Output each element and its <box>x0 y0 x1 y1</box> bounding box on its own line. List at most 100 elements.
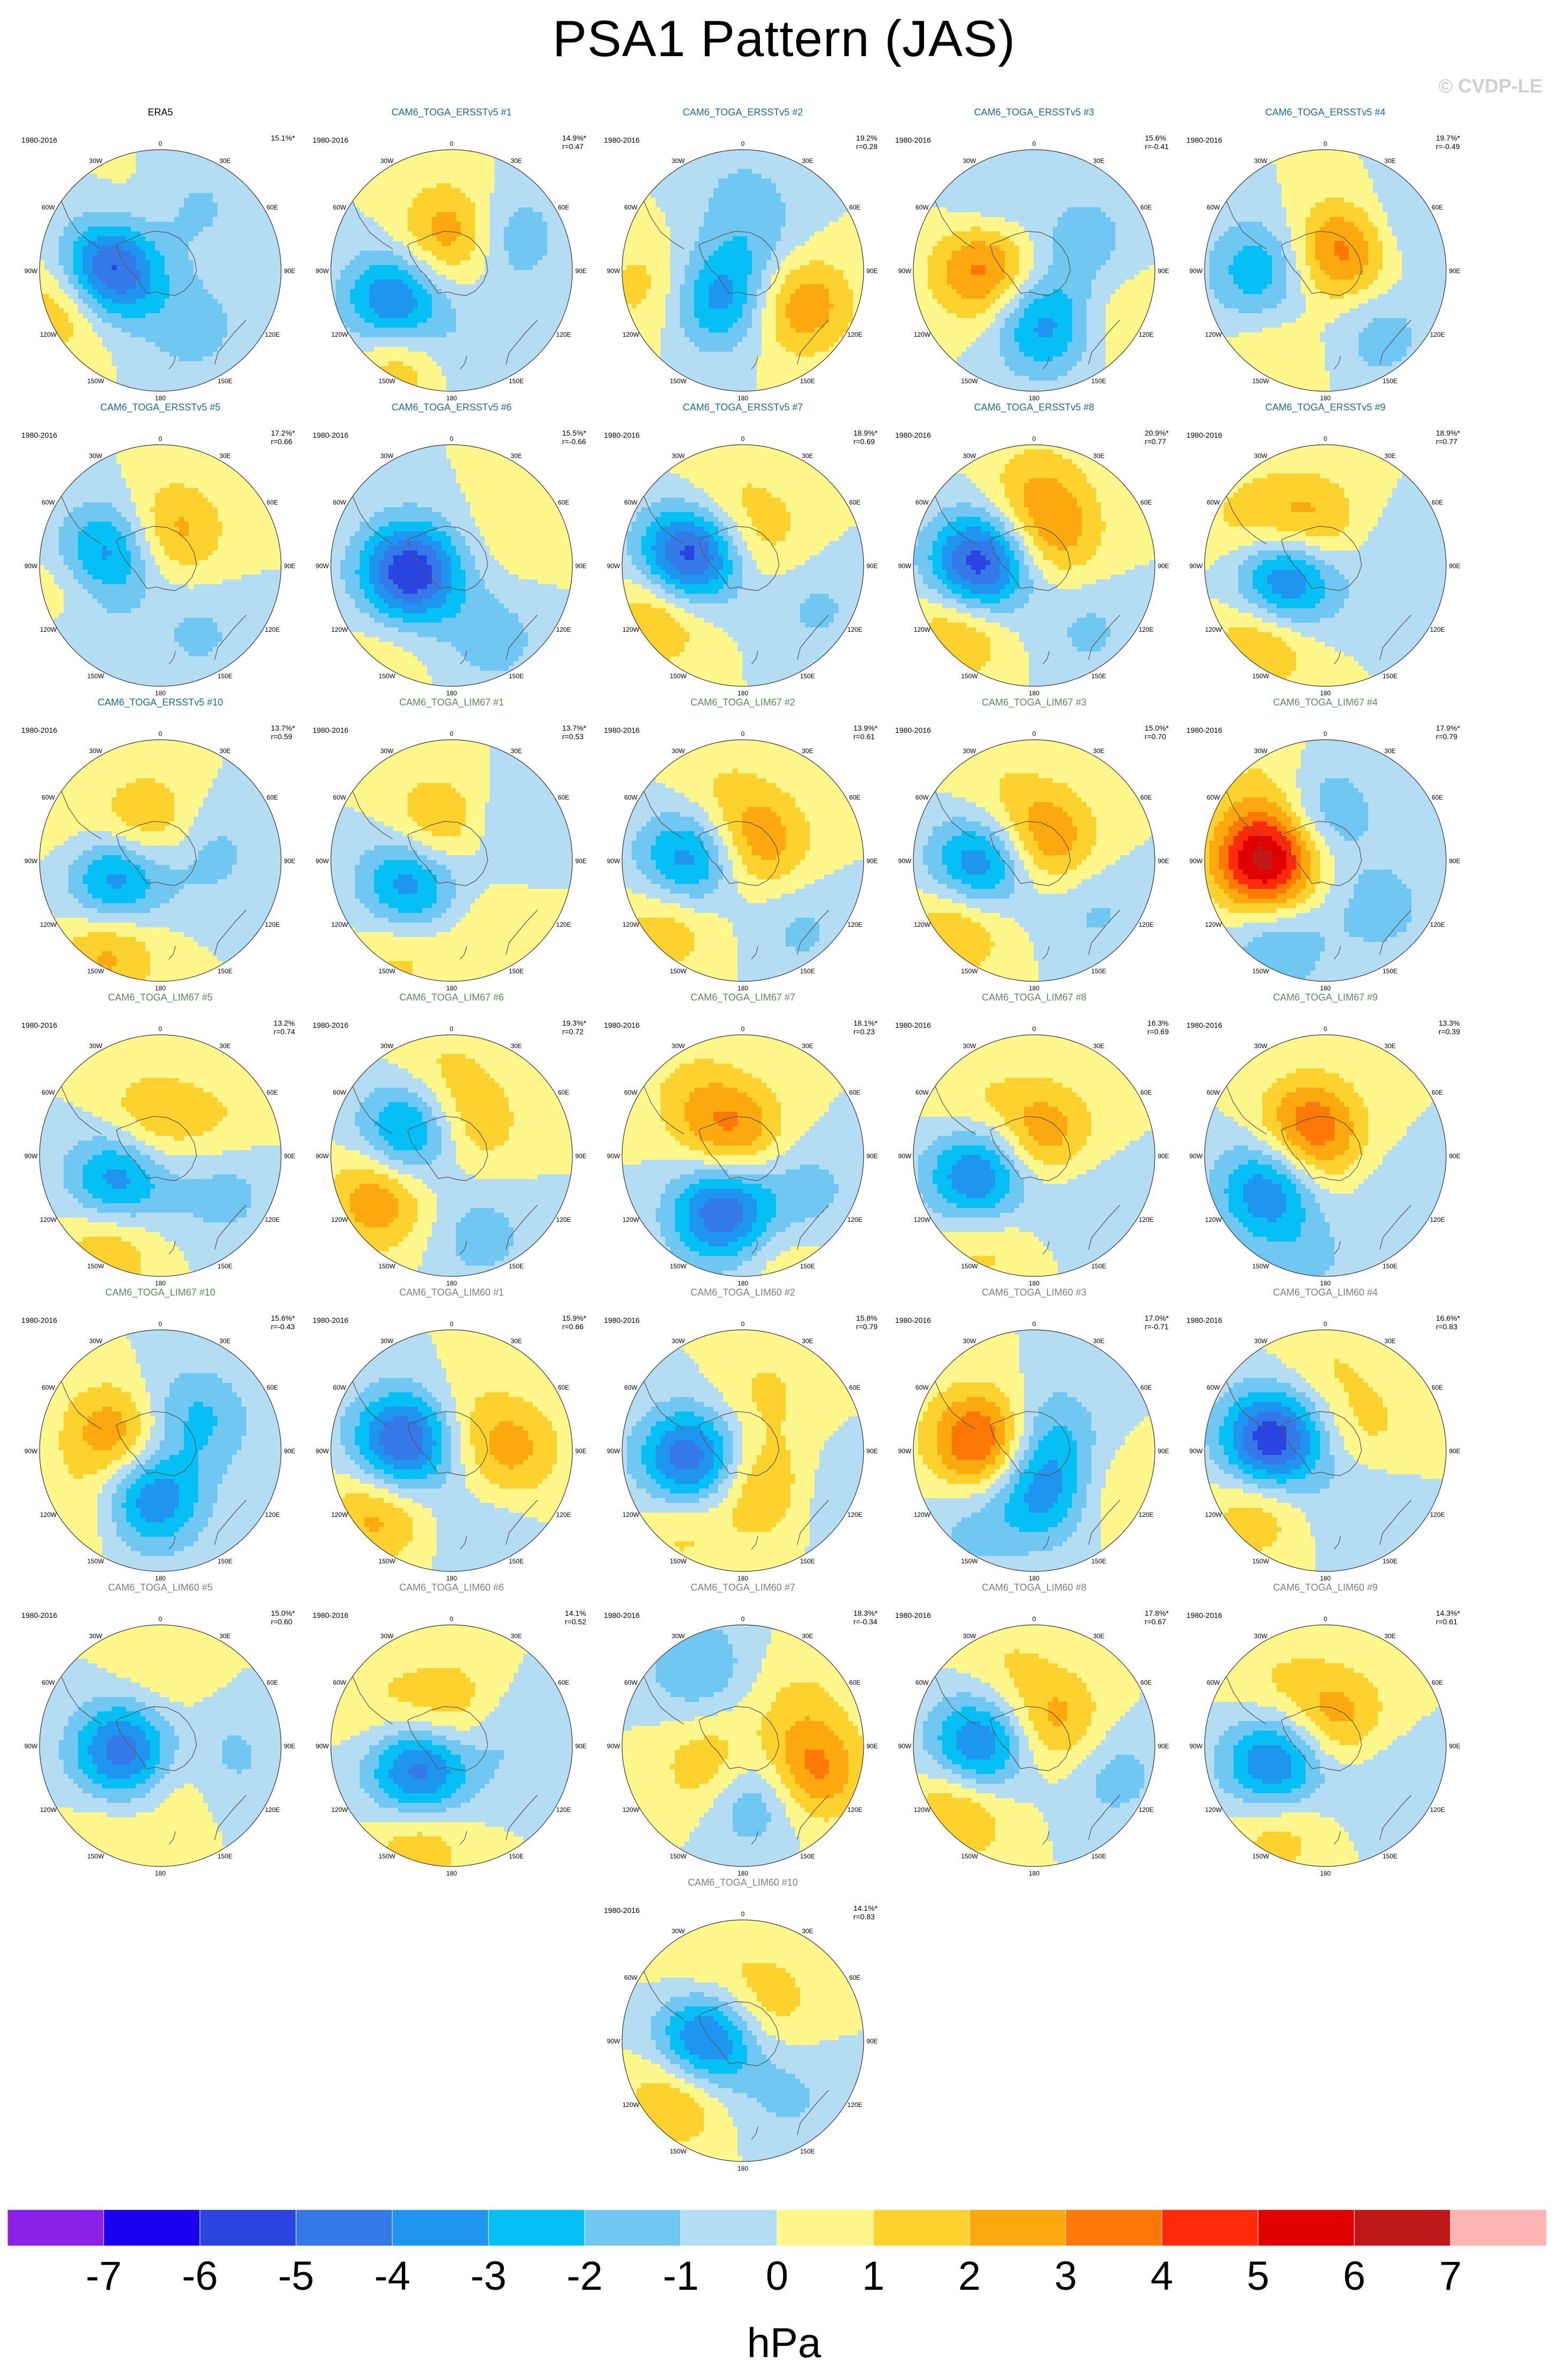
map-panel: CAM6_TOGA_LIM60 #6 1980-2016 14.1% r=0.52 0 3… <box>313 1582 591 1881</box>
longitude-label: 150E <box>218 1558 232 1565</box>
panel-title: CAM6_TOGA_LIM67 #3 <box>895 697 1173 708</box>
panel-title: CAM6_TOGA_LIM67 #6 <box>313 992 591 1003</box>
longitude-label: 120W <box>623 331 640 338</box>
pressure-field <box>622 1920 868 2166</box>
colorbar-tick-label: -1 <box>663 2253 699 2299</box>
longitude-label: 150W <box>670 1262 687 1270</box>
longitude-label: 60W <box>42 1384 55 1391</box>
longitude-label: 120E <box>556 921 571 928</box>
longitude-label: 90W <box>316 1152 329 1160</box>
colorbar-tick-label: 7 <box>1439 2253 1462 2299</box>
longitude-label: 60W <box>1207 204 1220 211</box>
longitude-label: 60W <box>1207 1679 1220 1686</box>
map-panel: CAM6_TOGA_LIM67 #6 1980-2016 19.3%* r=0.72 0… <box>313 992 591 1291</box>
longitude-label: 60E <box>267 204 278 211</box>
map-panel: CAM6_TOGA_ERSSTv5 #2 1980-2016 19.2% r=0.28… <box>604 107 882 406</box>
longitude-label: 150W <box>378 1853 395 1860</box>
longitude-label: 150W <box>670 2148 687 2155</box>
longitude-label: 60W <box>915 499 929 506</box>
longitude-label: 120E <box>265 331 280 338</box>
longitude-label: 60W <box>624 794 638 801</box>
longitude-label: 120E <box>1139 1511 1154 1518</box>
pressure-field <box>913 740 1159 986</box>
longitude-label: 30W <box>1254 1632 1268 1640</box>
longitude-label: 0 <box>1033 1615 1036 1623</box>
longitude-label: 30W <box>381 747 394 755</box>
longitude-label: 0 <box>741 1615 745 1623</box>
map-panel: CAM6_TOGA_LIM60 #4 1980-2016 16.6%* r=0.83 0… <box>1186 1287 1464 1586</box>
panel-title: CAM6_TOGA_ERSSTv5 #5 <box>21 402 299 413</box>
pressure-field <box>913 1035 1159 1281</box>
longitude-label: 0 <box>450 730 454 738</box>
longitude-label: 90E <box>866 562 878 570</box>
pressure-field <box>622 445 868 691</box>
longitude-label: 150E <box>800 1853 815 1860</box>
longitude-label: 90W <box>607 267 620 275</box>
longitude-label: 150E <box>800 2148 815 2155</box>
longitude-label: 60E <box>1140 499 1152 506</box>
longitude-label: 60E <box>558 1384 569 1391</box>
colorbar-tick-label: 1 <box>862 2253 884 2299</box>
longitude-label: 120E <box>1430 1511 1445 1518</box>
longitude-label: 30W <box>672 452 685 460</box>
longitude-label: 150W <box>87 377 104 385</box>
longitude-label: 150E <box>218 1853 232 1860</box>
longitude-label: 90W <box>898 857 912 865</box>
map-panel: CAM6_TOGA_LIM67 #8 1980-2016 16.3% r=0.69 0 3… <box>895 992 1173 1291</box>
map-panel: CAM6_TOGA_LIM67 #10 1980-2016 15.6%* r=-0.4… <box>21 1287 299 1586</box>
longitude-label: 0 <box>741 1910 745 1918</box>
map-panel: CAM6_TOGA_LIM67 #4 1980-2016 17.9%* r=0.79 0… <box>1186 697 1464 996</box>
longitude-label: 90W <box>316 267 329 275</box>
longitude-label: 180 <box>1029 689 1039 697</box>
longitude-label: 150W <box>378 377 395 385</box>
longitude-label: 60W <box>42 794 55 801</box>
longitude-label: 150E <box>509 1853 524 1860</box>
longitude-label: 60E <box>558 1089 569 1096</box>
longitude-label: 90W <box>25 1152 38 1160</box>
longitude-label: 150W <box>961 1262 978 1270</box>
longitude-label: 60W <box>915 204 929 211</box>
longitude-label: 150W <box>961 377 978 385</box>
longitude-label: 60E <box>849 1089 860 1096</box>
map-panel: CAM6_TOGA_LIM60 #2 1980-2016 15.8% r=0.79 0 3… <box>604 1287 882 1586</box>
longitude-label: 30E <box>510 1337 522 1345</box>
longitude-label: 120E <box>1139 1216 1154 1223</box>
colorbar-swatch <box>1066 2210 1162 2246</box>
longitude-label: 30E <box>510 1042 522 1050</box>
longitude-label: 90E <box>1158 1152 1169 1160</box>
colorbar-swatch <box>585 2210 681 2246</box>
longitude-label: 90E <box>1158 1742 1169 1750</box>
longitude-label: 150E <box>800 672 815 680</box>
longitude-label: 30W <box>1254 452 1268 460</box>
pressure-field <box>622 150 868 396</box>
pressure-field <box>331 1330 577 1576</box>
longitude-label: 60W <box>42 1089 55 1096</box>
longitude-label: 0 <box>450 435 454 443</box>
longitude-label: 180 <box>155 1280 166 1287</box>
longitude-label: 0 <box>159 1615 162 1623</box>
longitude-label: 120E <box>848 1511 863 1518</box>
map-panel: CAM6_TOGA_ERSSTv5 #6 1980-2016 15.5%* r=-0.… <box>313 402 591 701</box>
longitude-label: 150E <box>509 672 524 680</box>
longitude-label: 120E <box>1430 626 1445 633</box>
longitude-label: 90E <box>1449 562 1460 570</box>
colorbar-tick-label: -6 <box>182 2253 218 2299</box>
longitude-label: 90W <box>898 1447 912 1455</box>
longitude-label: 180 <box>1320 1575 1331 1582</box>
longitude-label: 0 <box>159 1320 162 1328</box>
longitude-label: 90E <box>866 267 878 275</box>
longitude-label: 120W <box>40 331 57 338</box>
panel-title: CAM6_TOGA_ERSSTv5 #4 <box>1186 107 1464 118</box>
colorbar-tick-label: 3 <box>1054 2253 1077 2299</box>
longitude-label: 30W <box>672 747 685 755</box>
longitude-label: 30W <box>89 452 103 460</box>
panel-title: CAM6_TOGA_LIM67 #8 <box>895 992 1173 1003</box>
colorbar-swatch <box>1162 2210 1258 2246</box>
longitude-label: 0 <box>741 1320 745 1328</box>
longitude-label: 90E <box>1158 267 1169 275</box>
longitude-label: 0 <box>1324 140 1328 148</box>
longitude-label: 120E <box>556 1511 571 1518</box>
longitude-label: 0 <box>741 435 745 443</box>
longitude-label: 90W <box>1190 267 1203 275</box>
longitude-label: 120W <box>1205 1511 1222 1518</box>
